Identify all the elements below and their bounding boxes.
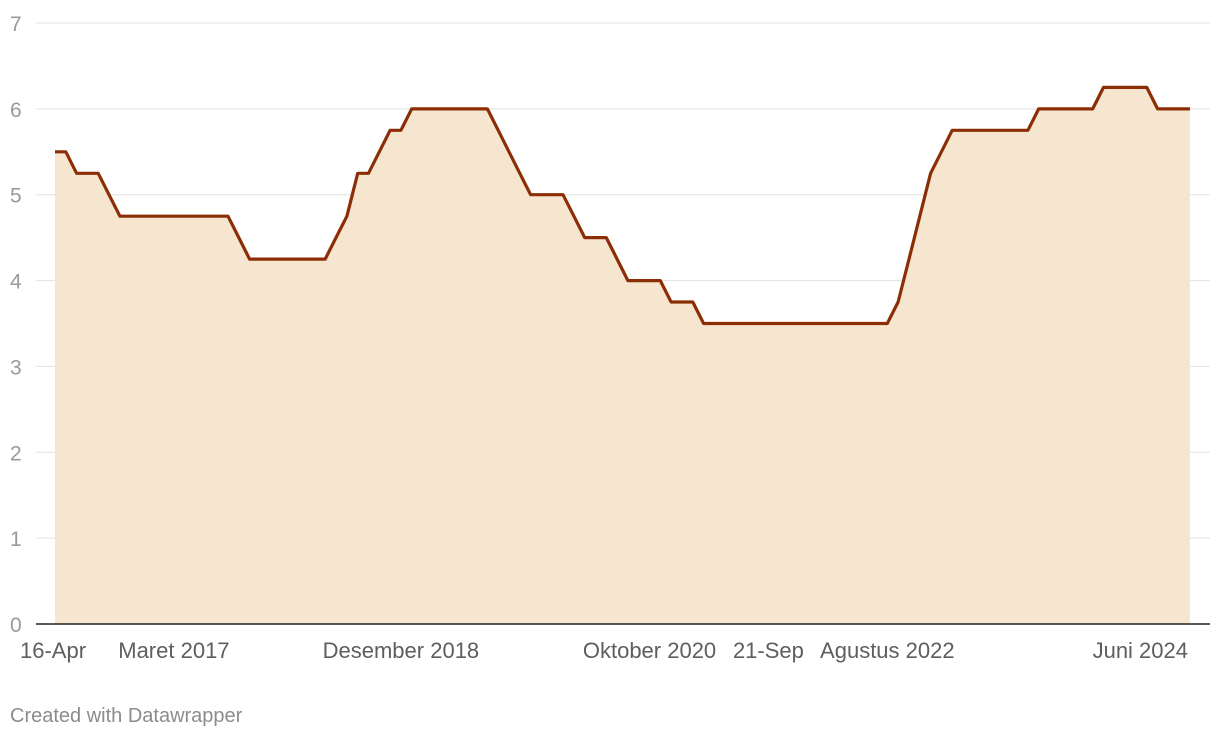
- x-tick-label: 16-Apr: [20, 638, 86, 663]
- x-tick-label: 21-Sep: [733, 638, 804, 663]
- x-tick-label: Desember 2018: [323, 638, 480, 663]
- y-tick-label: 0: [10, 614, 22, 637]
- area-chart: 0 1 2 3 4 5 6 7 16-Apr Maret 2017 Desember 2018 Ok…: [10, 13, 1210, 663]
- x-tick-label: Juni 2024: [1093, 638, 1188, 663]
- area-fill: [55, 87, 1190, 624]
- series-line: [55, 85, 1190, 326]
- x-tick-label: Oktober 2020: [583, 638, 716, 663]
- y-axis-ticks: 0 1 2 3 4 5 6 7: [10, 13, 22, 637]
- x-axis-ticks: 16-Apr Maret 2017 Desember 2018 Oktober 202…: [20, 638, 1188, 663]
- y-tick-label: 3: [10, 356, 22, 379]
- credit-text: Created with Datawrapper: [10, 705, 243, 727]
- x-tick-label: Maret 2017: [118, 638, 229, 663]
- y-tick-label: 5: [10, 185, 22, 208]
- y-tick-label: 7: [10, 13, 22, 36]
- y-tick-label: 1: [10, 528, 22, 551]
- y-tick-label: 2: [10, 442, 22, 465]
- x-tick-label: Agustus 2022: [820, 638, 955, 663]
- y-tick-label: 4: [10, 271, 22, 294]
- y-tick-label: 6: [10, 99, 22, 122]
